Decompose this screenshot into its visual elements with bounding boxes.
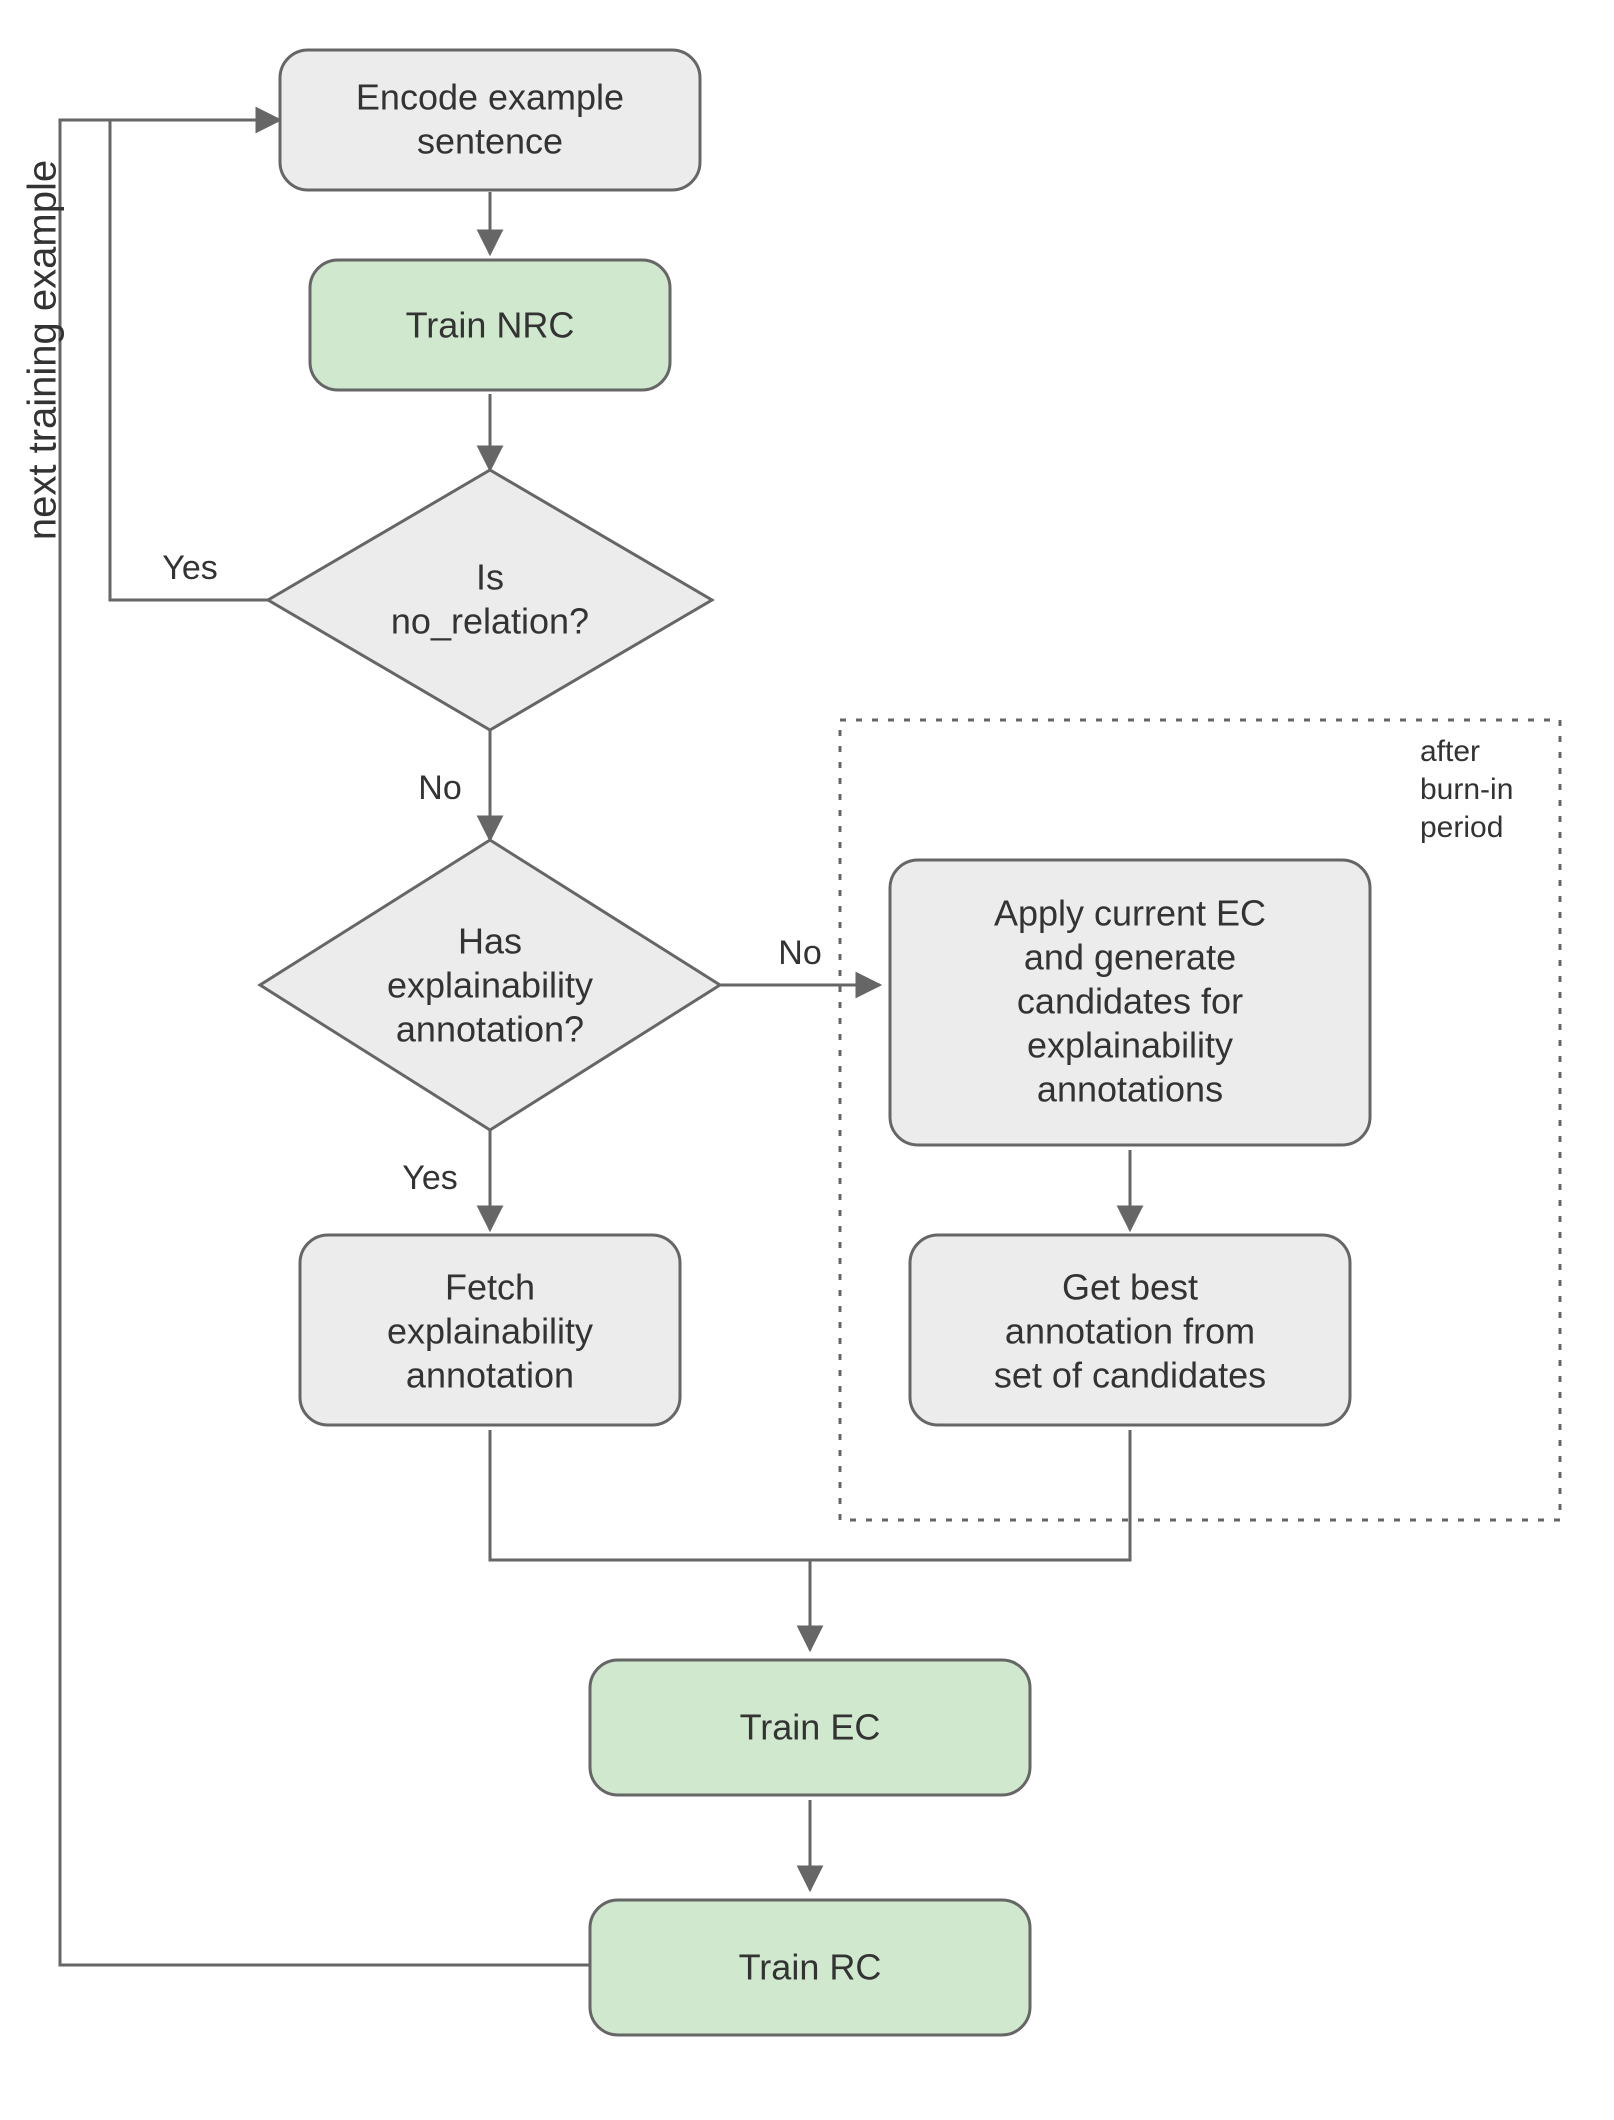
node-decision-has-annotation: Has explainability annotation? <box>260 840 720 1130</box>
node-apply-line1: Apply current EC <box>994 893 1266 934</box>
dotted-box-label-line3: period <box>1420 811 1503 844</box>
node-encode-line1: Encode example <box>356 77 624 118</box>
node-train-rc: Train RC <box>590 1900 1030 2035</box>
node-getbest-line3: set of candidates <box>994 1355 1266 1396</box>
node-train-ec: Train EC <box>590 1660 1030 1795</box>
node-fetch-line1: Fetch <box>445 1267 535 1308</box>
edge-getbest-down <box>810 1430 1130 1560</box>
node-apply-line2: and generate <box>1024 937 1236 978</box>
node-apply-ec: Apply current EC and generate candidates… <box>890 860 1370 1145</box>
node-decision-no-relation: Is no_relation? <box>268 470 712 730</box>
node-train-nrc: Train NRC <box>310 260 670 390</box>
node-apply-line4: explainability <box>1027 1025 1233 1066</box>
edge-label-d1-yes: Yes <box>162 549 217 587</box>
node-train-nrc-line1: Train NRC <box>406 305 575 346</box>
edge-label-d2-no: No <box>778 934 821 972</box>
node-d2-line2: explainability <box>387 965 593 1006</box>
node-encode: Encode example sentence <box>280 50 700 190</box>
edge-fetch-down <box>490 1430 810 1560</box>
edge-label-d2-yes: Yes <box>402 1159 457 1197</box>
edge-d1-yes-loop <box>110 120 280 600</box>
node-fetch-line3: annotation <box>406 1355 574 1396</box>
node-apply-line5: annotations <box>1037 1069 1223 1110</box>
node-train-ec-line1: Train EC <box>740 1707 881 1748</box>
node-fetch-line2: explainability <box>387 1311 593 1352</box>
node-apply-line3: candidates for <box>1017 981 1243 1022</box>
node-d2-line3: annotation? <box>396 1009 584 1050</box>
edge-label-d1-no: No <box>418 769 461 807</box>
dotted-box-label-line2: burn-in <box>1420 773 1513 806</box>
node-d1-line1: Is <box>476 557 504 598</box>
node-train-rc-line1: Train RC <box>739 1947 882 1988</box>
flowchart-canvas: after burn-in period No Yes No Yes next … <box>0 0 1614 2120</box>
node-fetch-annotation: Fetch explainability annotation <box>300 1235 680 1425</box>
node-d1-line2: no_relation? <box>391 601 589 642</box>
node-get-best: Get best annotation from set of candidat… <box>910 1235 1350 1425</box>
node-d2-line1: Has <box>458 921 522 962</box>
node-getbest-line2: annotation from <box>1005 1311 1255 1352</box>
side-label: next training example <box>21 160 65 540</box>
node-encode-line2: sentence <box>417 121 563 162</box>
dotted-box-label-line1: after <box>1420 735 1480 768</box>
node-getbest-line1: Get best <box>1062 1267 1198 1308</box>
